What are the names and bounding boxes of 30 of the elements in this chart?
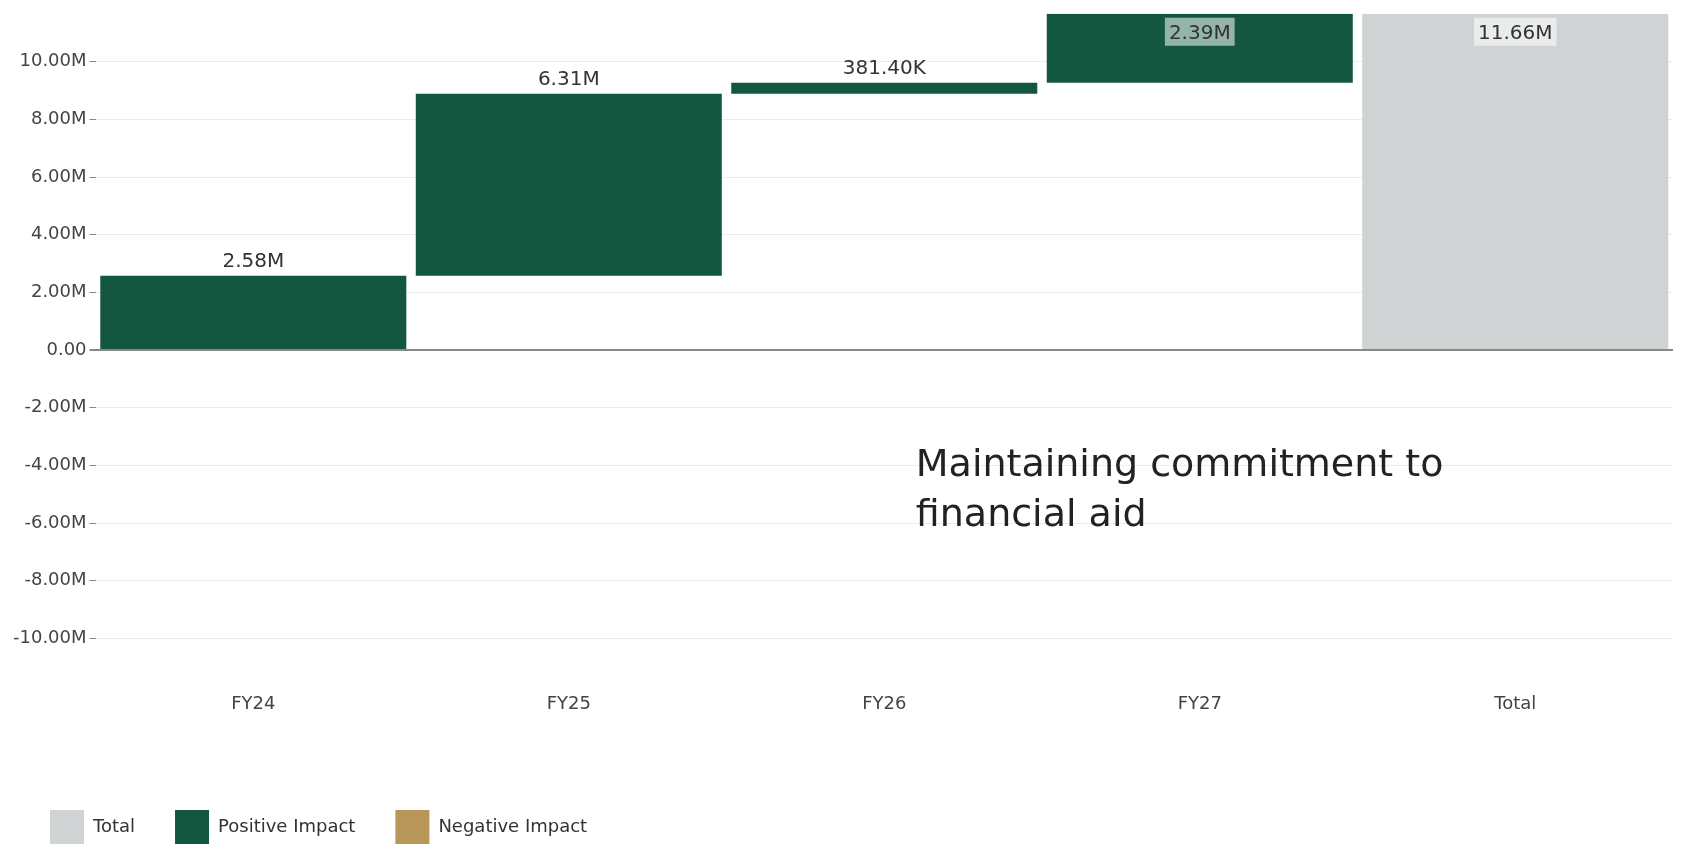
x-tick-label: FY27: [1177, 691, 1222, 713]
x-tick-label: FY24: [231, 691, 276, 713]
bar: [1046, 13, 1353, 83]
bar: [100, 275, 407, 350]
x-tick-label: Total: [1493, 691, 1537, 713]
y-tick-label: 2.00M: [30, 280, 87, 302]
y-tick-label: 10.00M: [19, 49, 87, 71]
data-label: 2.58M: [222, 247, 285, 272]
legend-label: Negative Impact: [438, 814, 588, 836]
data-label: 2.39M: [1168, 20, 1231, 44]
bar: [1362, 13, 1669, 350]
y-tick-label: -8.00M: [24, 568, 87, 590]
y-tick-label: 4.00M: [30, 222, 87, 244]
y-tick-label: 6.00M: [30, 164, 87, 186]
y-tick-label: -6.00M: [24, 510, 87, 532]
x-tick-label: FY26: [862, 691, 907, 713]
data-label: 381.40K: [842, 54, 927, 79]
y-tick-label: -2.00M: [24, 395, 87, 417]
bar: [415, 93, 722, 276]
data-label: 6.31M: [537, 65, 600, 90]
x-tick-label: FY25: [546, 691, 591, 713]
legend-label: Total: [92, 814, 136, 836]
annotation: Maintaining commitment to financial aid: [915, 441, 1444, 535]
legend-label: Positive Impact: [218, 814, 356, 836]
bar: [731, 82, 1038, 94]
y-tick-label: -4.00M: [24, 453, 87, 475]
data-label: 11.66M: [1478, 20, 1553, 44]
y-tick-label: -10.00M: [12, 626, 87, 648]
y-tick-label: 0.00: [46, 337, 87, 359]
y-tick-label: 8.00M: [30, 107, 87, 129]
